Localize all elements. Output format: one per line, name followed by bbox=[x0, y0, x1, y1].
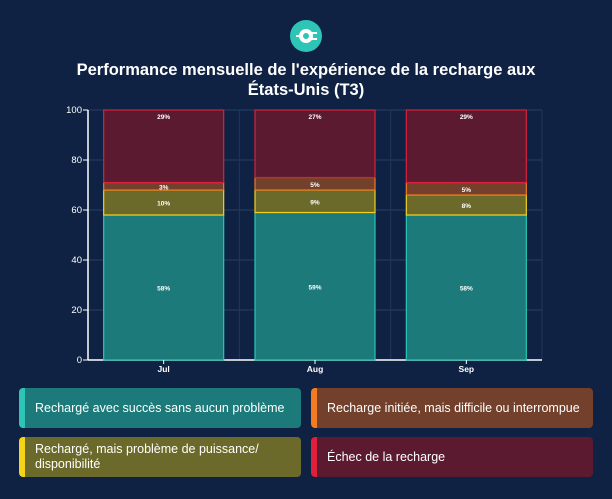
y-tick-label-0: 0 bbox=[77, 355, 82, 366]
legend-item-series-0: Rechargé avec succès sans aucun problème bbox=[19, 388, 301, 428]
data-label-sep-series-2: 5% bbox=[462, 187, 472, 194]
data-label-aug-series-3: 27% bbox=[308, 114, 321, 121]
legend-swatch bbox=[311, 388, 317, 428]
x-tick-label-jul: Jul bbox=[158, 364, 170, 374]
legend-swatch bbox=[311, 437, 317, 477]
data-label-jul-series-0: 58% bbox=[157, 286, 170, 293]
legend-item-series-2: Recharge initiée, mais difficile ou inte… bbox=[311, 388, 593, 428]
bar-jul-series-1 bbox=[103, 189, 225, 216]
y-tick-label-60: 60 bbox=[71, 205, 82, 216]
legend-item-series-1: Rechargé, mais problème de puissance/ di… bbox=[19, 437, 301, 477]
y-tick-label-40: 40 bbox=[71, 255, 82, 266]
data-label-aug-series-1: 9% bbox=[310, 199, 320, 206]
bar-aug-series-3 bbox=[254, 109, 376, 179]
data-label-aug-series-0: 59% bbox=[308, 284, 321, 291]
chart-title: Performance mensuelle de l'expérience de… bbox=[76, 61, 536, 99]
legend-swatch bbox=[19, 388, 25, 428]
bar-jul-series-3 bbox=[103, 109, 225, 184]
data-label-sep-series-3: 29% bbox=[460, 114, 473, 121]
data-label-jul-series-2: 3% bbox=[159, 184, 169, 191]
data-label-jul-series-3: 29% bbox=[157, 114, 170, 121]
bar-sep-series-3 bbox=[405, 109, 527, 184]
legend-item-series-3: Échec de la recharge bbox=[311, 437, 593, 477]
x-tick-label-aug: Aug bbox=[307, 364, 324, 374]
data-label-sep-series-1: 8% bbox=[462, 203, 472, 210]
legend-label: Échec de la recharge bbox=[327, 449, 446, 464]
x-tick-label-sep: Sep bbox=[459, 364, 475, 374]
bar-sep-series-0 bbox=[405, 214, 527, 361]
y-tick-label-100: 100 bbox=[66, 105, 82, 116]
bar-jul-series-0 bbox=[103, 214, 225, 361]
legend-label: Rechargé, mais problème de puissance/ di… bbox=[35, 442, 259, 471]
plug-icon bbox=[290, 20, 322, 52]
legend-label: Rechargé avec succès sans aucun problème bbox=[35, 400, 285, 415]
bar-aug-series-0 bbox=[254, 211, 376, 361]
data-label-jul-series-1: 10% bbox=[157, 201, 170, 208]
chart: 0 20 40 60 80 100 58% 10% 3% 29% Jul 59% 9% 5% 27% Aug 5… bbox=[66, 105, 543, 374]
data-label-aug-series-2: 5% bbox=[310, 182, 320, 189]
y-tick-label-20: 20 bbox=[71, 305, 82, 316]
legend-label: Recharge initiée, mais difficile ou inte… bbox=[327, 400, 580, 415]
legend-swatch bbox=[19, 437, 25, 477]
data-label-sep-series-0: 58% bbox=[460, 286, 473, 293]
y-tick-label-80: 80 bbox=[71, 155, 82, 166]
